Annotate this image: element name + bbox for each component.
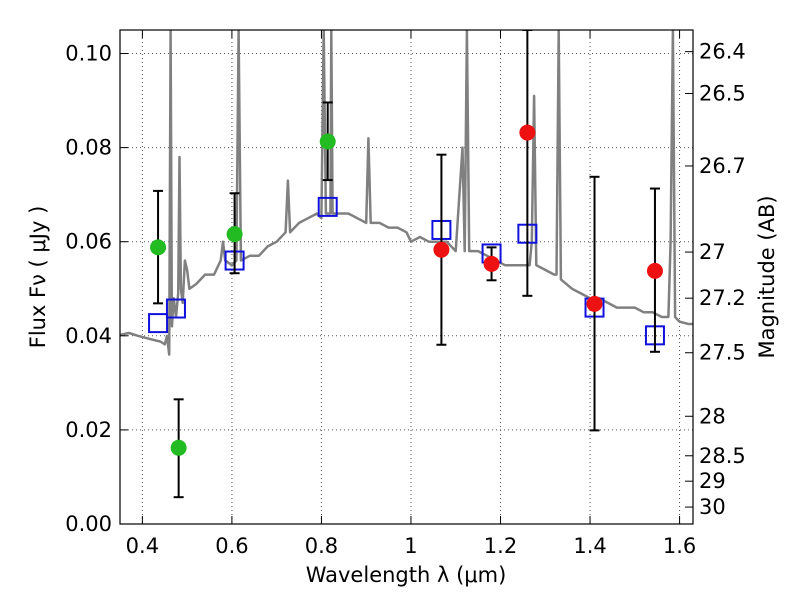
model-square-point — [165, 298, 186, 319]
y-tick-label: 0.02 — [65, 418, 112, 442]
x-tick-label: 0.8 — [305, 534, 338, 558]
x-tick-label: 0.6 — [215, 534, 248, 558]
x-tick-label: 0.4 — [126, 534, 159, 558]
model-square-point — [148, 313, 169, 334]
right-tick-label: 28 — [699, 404, 726, 428]
axis-ticks: 0.4 0.6 0.8 1 1.2 1.4 1.6 0.00 0.02 0.04 0.06 0.08 0… — [65, 30, 746, 558]
y-tick-label: 0.04 — [65, 324, 112, 348]
data-point — [646, 262, 663, 279]
right-tick-label: 28.5 — [699, 444, 746, 468]
data-point — [226, 226, 243, 243]
plot-frame — [119, 29, 694, 525]
data-point — [483, 255, 500, 272]
x-tick-label: 1.2 — [484, 534, 517, 558]
model-square-point — [317, 196, 338, 217]
spectrum-layer — [120, 30, 693, 356]
data-point — [319, 133, 336, 150]
x-tick-label: 1.6 — [663, 534, 696, 558]
x-tick-label: 1.4 — [573, 534, 606, 558]
right-axis-label: Magnitude (AB) — [755, 195, 779, 358]
y-tick-label: 0.06 — [65, 230, 112, 254]
data-point — [433, 241, 450, 258]
y-tick-label: 0.10 — [65, 42, 112, 66]
y-tick-label: 0.08 — [65, 136, 112, 160]
right-tick-label: 26.5 — [699, 82, 746, 106]
right-tick-label: 27.2 — [699, 286, 746, 310]
right-tick-label: 30 — [699, 495, 726, 519]
points-layer — [148, 30, 665, 499]
right-tick-label: 26.7 — [699, 154, 746, 178]
right-tick-label: 27.5 — [699, 341, 746, 365]
data-point — [170, 439, 187, 456]
right-tick-label: 27 — [699, 240, 726, 264]
right-tick-label: 29 — [699, 469, 726, 493]
right-tick-label: 26.4 — [699, 40, 746, 64]
y-tick-label: 0.00 — [65, 512, 112, 536]
spectrum-line — [120, 30, 693, 356]
x-axis-label: Wavelength λ (μm) — [306, 563, 507, 587]
data-point — [519, 124, 536, 141]
data-point — [150, 239, 167, 256]
y-axis-label: Flux Fν ( μJy ) — [26, 206, 50, 349]
x-tick-label: 1 — [404, 534, 417, 558]
data-point — [586, 295, 603, 312]
